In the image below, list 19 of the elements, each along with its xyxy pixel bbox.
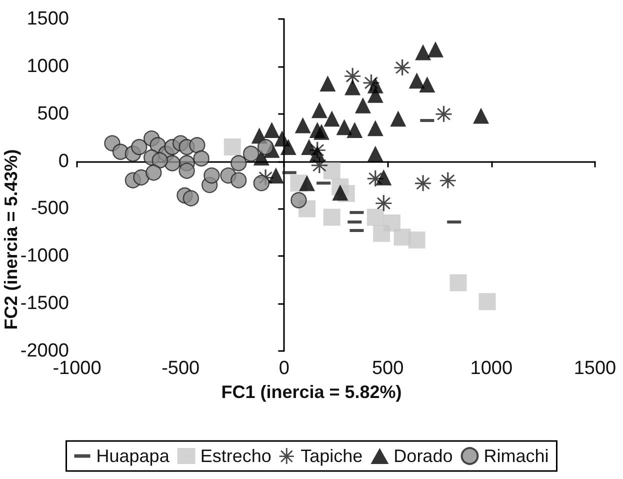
y-tick-label: 0 (58, 150, 69, 172)
y-axis-title: FC2 (inercia = 5.43%) (1, 149, 21, 330)
y-tick-label: -1000 (20, 246, 69, 267)
y-tick-label: 1500 (26, 8, 69, 30)
y-tick-label: 1000 (26, 56, 69, 77)
legend-label: Tapiche (300, 446, 363, 466)
y-tick-label: -1500 (20, 293, 69, 314)
legend-label: Estrecho (200, 446, 272, 466)
x-tick-label: 1500 (574, 358, 616, 379)
x-tick-label: 0 (278, 358, 290, 379)
x-axis-title: FC1 (inercia = 5.82%) (221, 382, 402, 402)
legend-label: Huapapa (96, 446, 170, 466)
legend-label: Dorado (394, 446, 453, 466)
y-tick-label: 500 (37, 103, 69, 124)
y-tick-label: -500 (30, 198, 69, 220)
x-tick-label: 500 (372, 358, 404, 379)
legend-label: Rimachi (484, 446, 549, 466)
x-tick-label: -500 (162, 358, 200, 379)
x-tick-label: 1000 (470, 358, 513, 379)
